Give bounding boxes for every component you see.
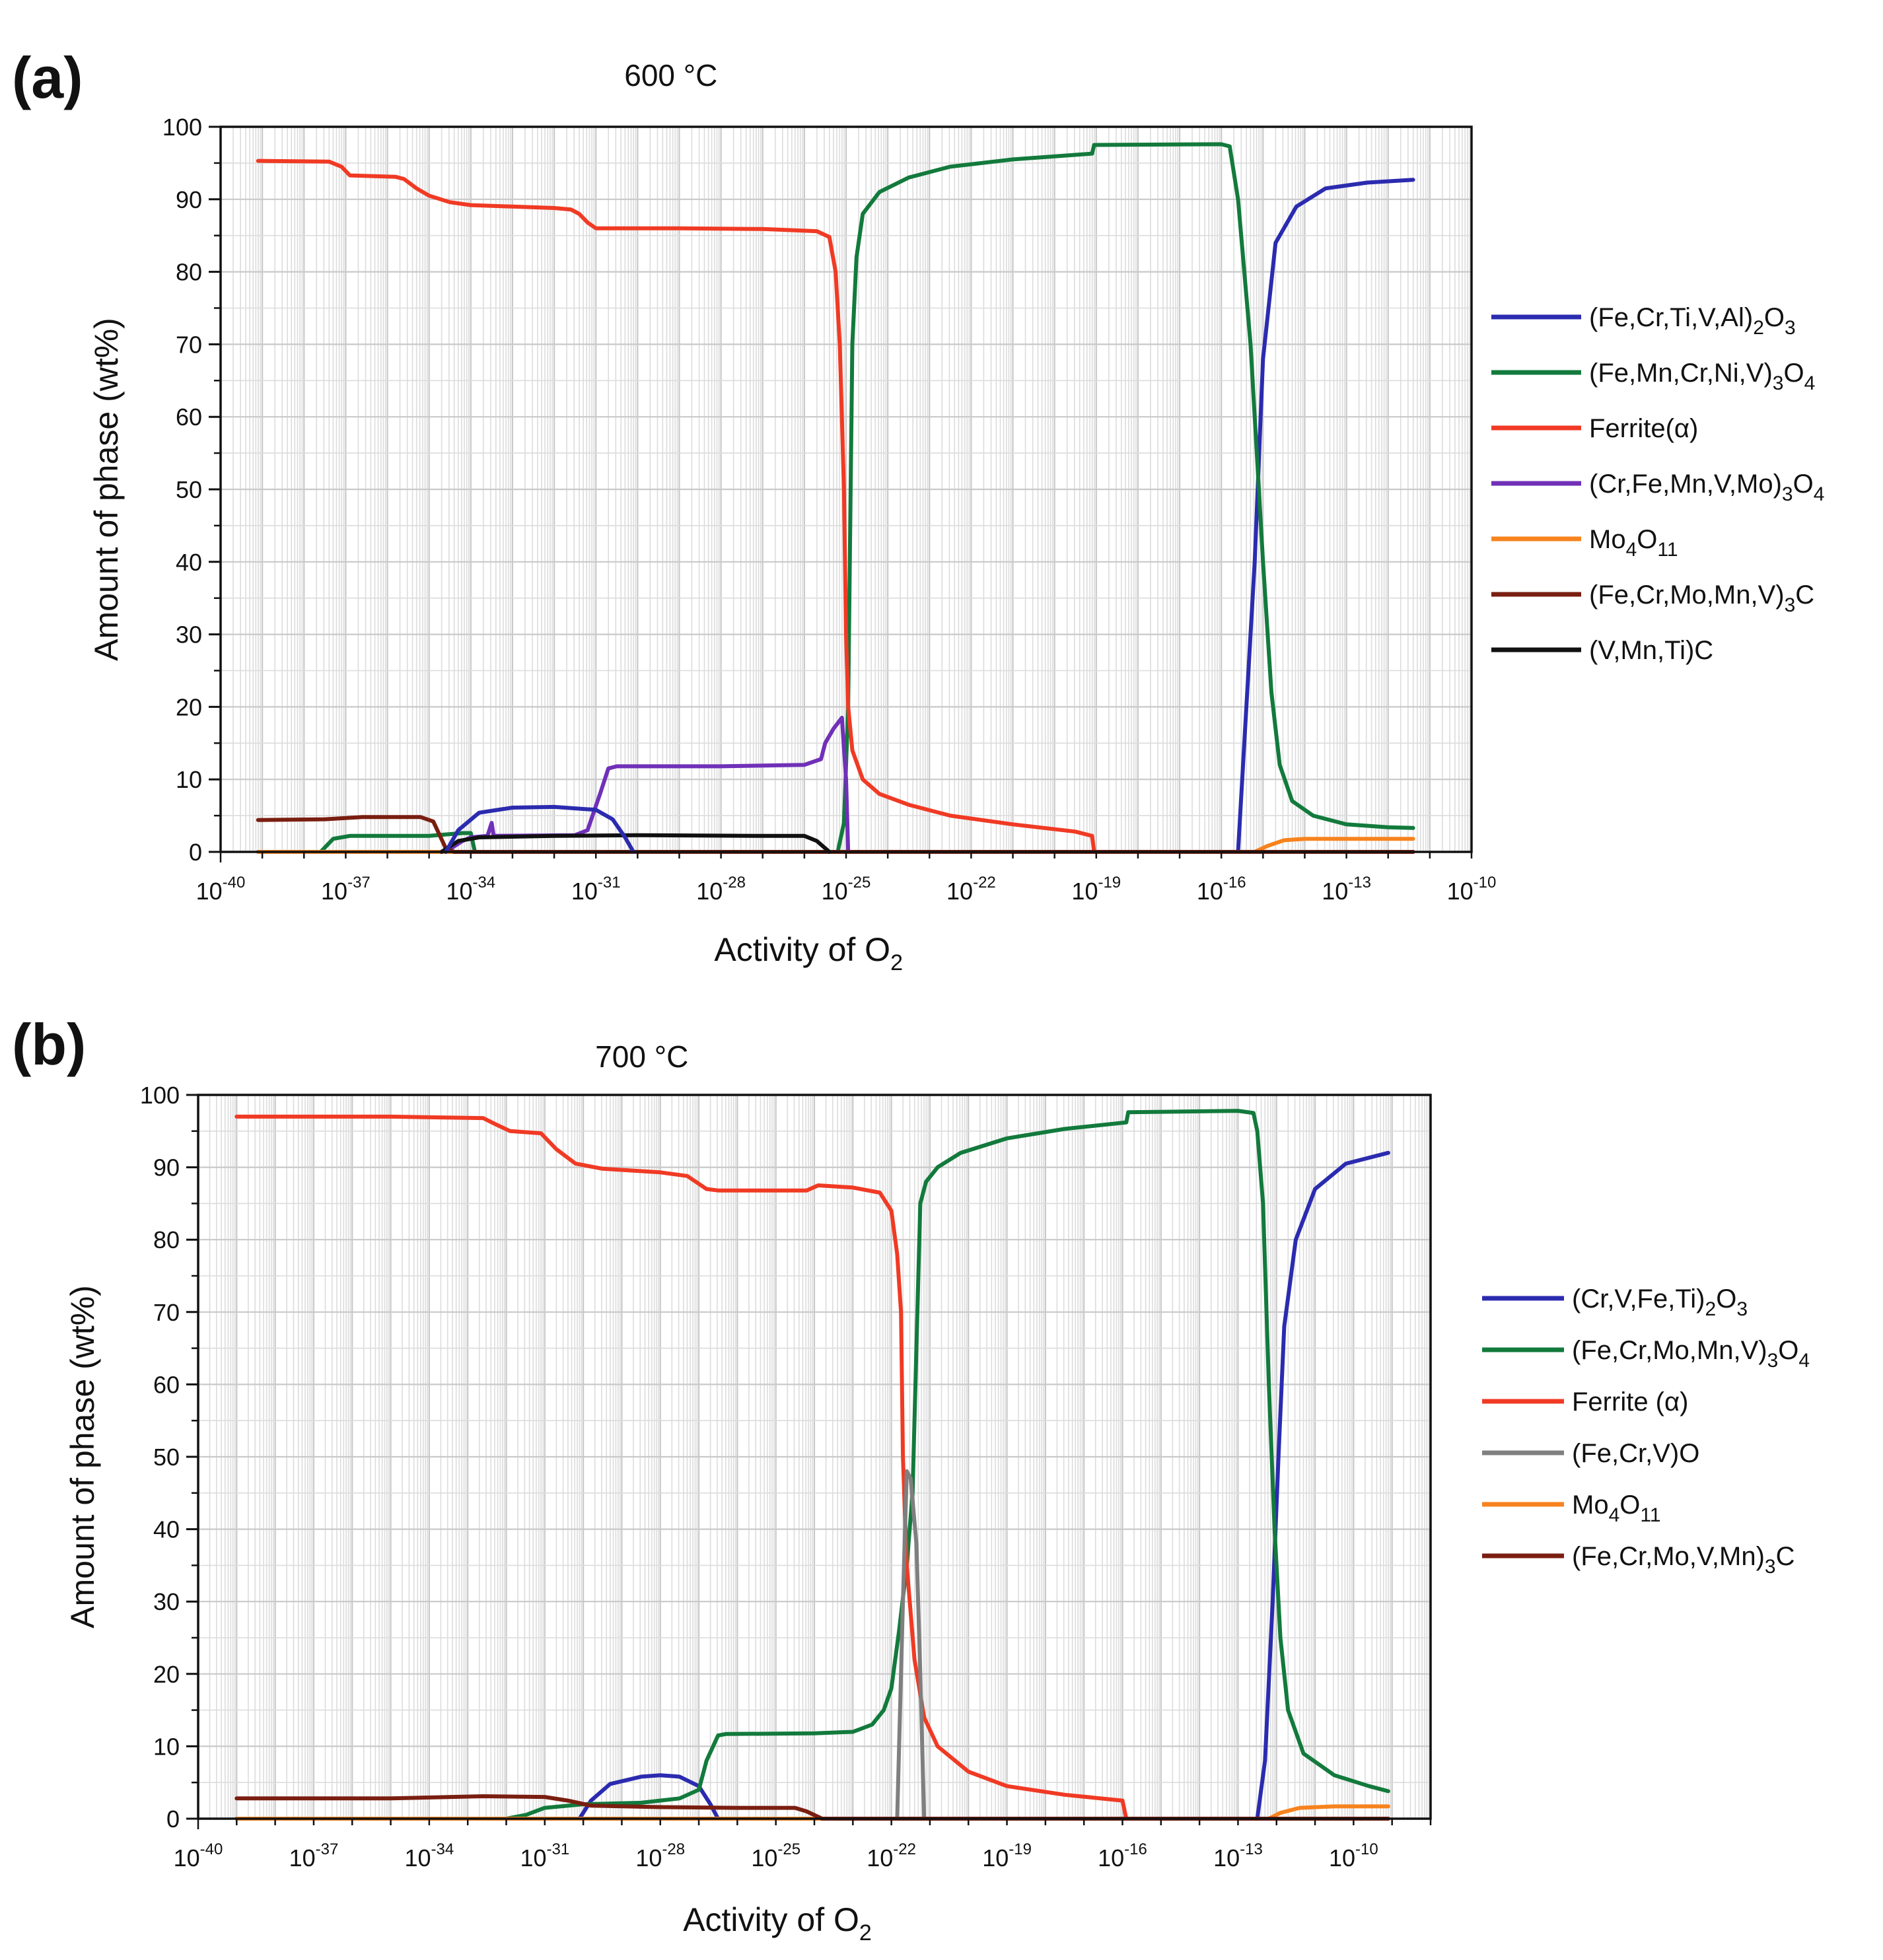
series-line [234, 1469, 1390, 1821]
x-axis: 10-40 10-37 10-34 10-31 10-28 10-25 10-22 10-19… [174, 1819, 1432, 1872]
y-tick-label: 50 [176, 476, 202, 503]
legend-entry: (Fe,Mn,Cr,Ni,V)3O4 [1589, 359, 1815, 394]
series-line [439, 833, 832, 854]
y-axis: 0 10 20 30 40 50 60 70 80 90 100 [162, 114, 221, 866]
grid [219, 125, 1472, 853]
series-line [256, 142, 1415, 854]
y-axis-label: Amount of phase (wt%) [64, 1285, 101, 1628]
x-tick-label: 10-37 [321, 874, 371, 905]
series-line [234, 1109, 1390, 1821]
legend-entry: (Fe,Cr,Mo,Mn,V)3C [1589, 580, 1814, 616]
y-tick-label: 40 [153, 1516, 180, 1543]
x-axis: 10-40 10-37 10-34 10-31 10-28 10-25 10-22 10-19… [196, 852, 1497, 905]
legend-entry: (Cr,Fe,Mn,V,Mo)3O4 [1589, 470, 1824, 505]
series-line [234, 1794, 1390, 1821]
grid [197, 1094, 1431, 1820]
x-tick-label: 10-13 [1322, 874, 1371, 905]
legend-entry: Mo4O11 [1572, 1490, 1661, 1526]
x-tick-label: 10-37 [289, 1840, 339, 1872]
x-tick-label: 10-40 [174, 1840, 223, 1872]
x-tick-label: 10-34 [446, 874, 495, 905]
legend-entry: (Fe,Cr,Mo,V,Mn)3C [1572, 1542, 1795, 1578]
legend-entry: (Fe,Cr,Ti,V,Al)2O3 [1589, 303, 1796, 339]
x-tick-label: 10-10 [1447, 874, 1497, 905]
y-tick-label: 10 [176, 766, 202, 793]
y-tick-label: 70 [153, 1299, 180, 1326]
legend: (Fe,Cr,Ti,V,Al)2O3 (Fe,Mn,Cr,Ni,V)3O4 Ferr… [1491, 303, 1824, 665]
x-tick-label: 10-16 [1098, 1840, 1147, 1872]
legend-entry: (V,Mn,Ti)C [1589, 636, 1713, 665]
panel-label: (a) [12, 45, 83, 110]
y-tick-label: 30 [153, 1588, 180, 1615]
x-tick-label: 10-28 [635, 1840, 685, 1872]
series-line [256, 158, 1415, 854]
y-tick-label: 20 [153, 1661, 180, 1688]
y-tick-label: 0 [166, 1805, 180, 1833]
x-tick-label: 10-40 [196, 874, 246, 905]
series-line [256, 178, 1415, 854]
legend-entry: (Fe,Cr,V)O [1572, 1439, 1699, 1468]
x-axis-label: Activity of O2 [683, 1901, 872, 1945]
legend-entry: Ferrite (α) [1572, 1387, 1688, 1417]
x-tick-label: 10-22 [867, 1840, 916, 1872]
y-tick-label: 0 [189, 839, 202, 866]
x-axis-label: Activity of O2 [714, 931, 903, 975]
y-tick-label: 40 [176, 549, 202, 576]
x-tick-label: 10-25 [751, 1840, 800, 1872]
x-tick-label: 10-22 [946, 874, 996, 905]
y-tick-label: 60 [176, 403, 202, 431]
y-tick-label: 20 [176, 693, 202, 720]
y-tick-label: 90 [153, 1154, 180, 1181]
panel-a: (a) 600 °C 0 10 20 30 40 50 60 70 80 90 100 10-40 10-3… [12, 45, 1824, 975]
legend-entry: (Fe,Cr,Mo,Mn,V)3O4 [1572, 1336, 1810, 1372]
series-group [256, 142, 1415, 854]
series-line [234, 1114, 1390, 1821]
y-tick-label: 70 [176, 331, 202, 358]
x-tick-label: 10-19 [982, 1840, 1032, 1872]
legend-entry: Ferrite(α) [1589, 414, 1698, 443]
y-tick-label: 10 [153, 1733, 180, 1760]
y-tick-label: 60 [153, 1371, 180, 1398]
x-tick-label: 10-13 [1213, 1840, 1263, 1872]
y-tick-label: 100 [140, 1082, 180, 1109]
legend-entry: (Cr,V,Fe,Ti)2O3 [1572, 1284, 1748, 1320]
chart-title: 600 °C [624, 58, 717, 92]
x-tick-label: 10-28 [696, 874, 746, 905]
panel-label: (b) [12, 1012, 86, 1077]
y-axis-label: Amount of phase (wt%) [88, 318, 125, 661]
x-tick-label: 10-31 [571, 874, 621, 905]
y-tick-label: 80 [176, 259, 202, 286]
y-tick-label: 50 [153, 1444, 180, 1471]
chart-title: 700 °C [595, 1039, 688, 1074]
y-axis: 0 10 20 30 40 50 60 70 80 90 100 [140, 1082, 198, 1833]
legend-entry: Mo4O11 [1589, 525, 1678, 561]
x-tick-label: 10-10 [1329, 1840, 1378, 1872]
x-tick-label: 10-25 [822, 874, 871, 905]
legend: (Cr,V,Fe,Ti)2O3 (Fe,Cr,Mo,Mn,V)3O4 Ferrite… [1482, 1284, 1810, 1578]
x-tick-label: 10-34 [405, 1840, 454, 1872]
x-tick-label: 10-31 [520, 1840, 569, 1872]
panel-b: (b) 700 °C 0 10 20 30 40 50 60 70 80 90 100 10-40 10-3… [12, 1012, 1810, 1945]
x-tick-label: 10-19 [1071, 874, 1121, 905]
series-line [443, 804, 635, 854]
y-tick-label: 80 [153, 1226, 180, 1253]
y-tick-label: 30 [176, 621, 202, 648]
y-tick-label: 90 [176, 186, 202, 213]
y-tick-label: 100 [162, 114, 202, 141]
x-tick-label: 10-16 [1197, 874, 1246, 905]
